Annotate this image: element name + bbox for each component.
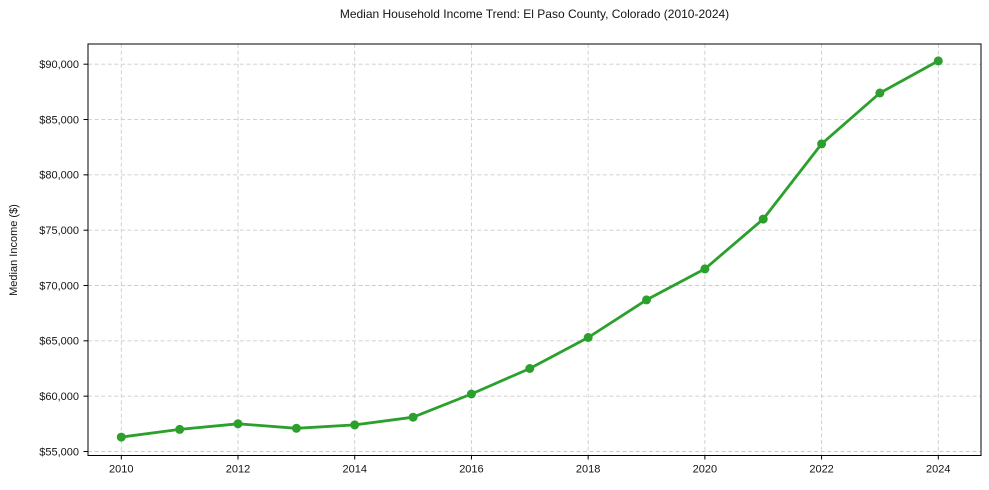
data-point-2018 — [583, 333, 593, 342]
data-point-2017 — [525, 364, 535, 373]
data-point-markers — [116, 56, 943, 442]
chart-title: Median Household Income Trend: El Paso C… — [339, 7, 730, 21]
x-tick-label: 2022 — [809, 464, 833, 476]
data-point-2010 — [116, 432, 126, 442]
x-tick-label: 2014 — [342, 464, 366, 476]
data-point-2022 — [817, 139, 827, 149]
tick-marks — [83, 63, 939, 460]
y-tick-labels: $55,000 $60,000 $65,000 $70,000 $75,000 $80,0… — [39, 59, 79, 458]
axes-frame — [87, 43, 982, 456]
y-tick-label: $80,000 — [39, 170, 79, 182]
y-tick-label: $85,000 — [39, 114, 79, 126]
y-tick-label: $65,000 — [39, 336, 79, 348]
grid-lines — [88, 44, 981, 456]
data-point-2014 — [350, 420, 360, 430]
data-point-2019 — [642, 295, 651, 305]
data-point-2012 — [233, 419, 243, 429]
x-tick-label: 2012 — [226, 464, 250, 476]
y-tick-label: $60,000 — [39, 391, 79, 403]
x-tick-label: 2010 — [109, 464, 133, 476]
data-point-2023 — [875, 88, 885, 98]
data-point-2024 — [933, 56, 943, 66]
data-point-2011 — [175, 424, 185, 434]
x-tick-label: 2024 — [926, 464, 950, 476]
data-point-2021 — [758, 214, 768, 224]
data-point-2013 — [291, 423, 301, 433]
x-tick-labels: 2010 2012 2014 2016 2018 2020 2022 2024 — [109, 464, 950, 476]
y-tick-label: $75,000 — [39, 225, 79, 237]
y-tick-label: $70,000 — [39, 280, 79, 292]
x-tick-label: 2016 — [459, 464, 483, 476]
y-tick-label: $90,000 — [39, 59, 79, 71]
x-tick-label: 2020 — [693, 464, 717, 476]
x-tick-label: 2018 — [576, 464, 600, 476]
y-tick-label: $55,000 — [39, 446, 79, 458]
data-point-2020 — [700, 264, 710, 274]
data-point-2015 — [408, 412, 418, 422]
data-point-2016 — [466, 389, 476, 399]
income-line-series — [119, 59, 940, 439]
